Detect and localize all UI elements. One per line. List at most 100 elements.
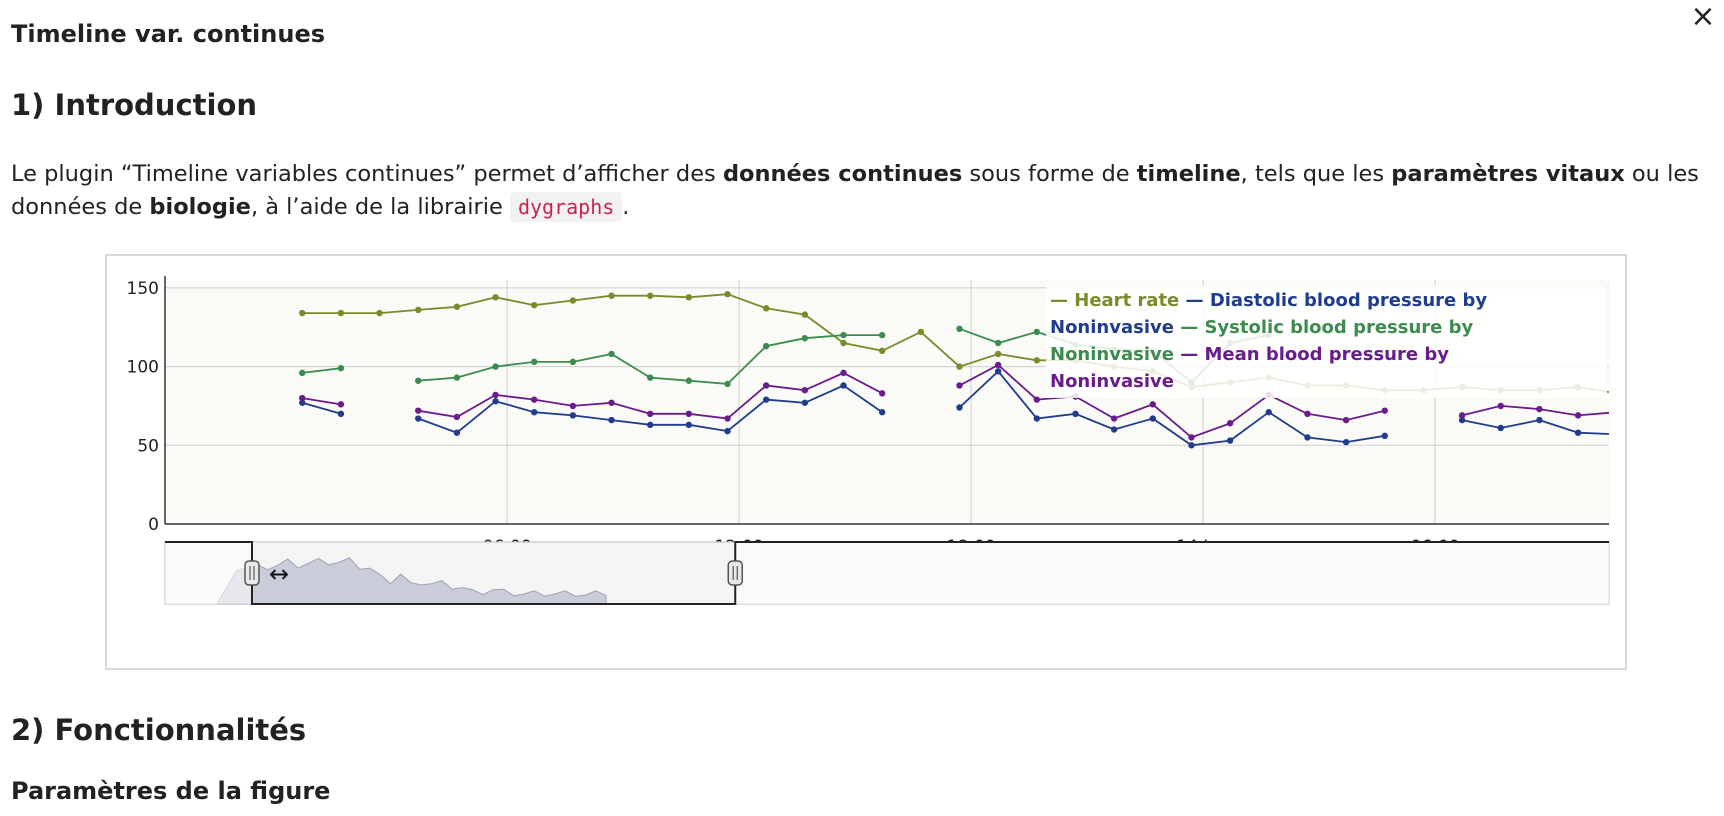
data-point	[415, 415, 422, 422]
range-selector-window	[165, 541, 1609, 605]
data-point	[1110, 426, 1118, 433]
data-point	[801, 386, 809, 394]
range-handle-right[interactable]	[727, 560, 744, 586]
y-tick-label: 50	[137, 436, 159, 456]
data-point	[299, 309, 306, 317]
data-point	[878, 347, 886, 355]
data-point	[453, 413, 461, 421]
data-point	[453, 429, 461, 436]
range-handle-body[interactable]	[244, 560, 260, 586]
data-point	[376, 309, 383, 317]
y-tick-label: 150	[127, 279, 159, 299]
range-handle-left[interactable]	[244, 560, 260, 586]
legend-entry: Noninvasive	[1050, 371, 1174, 392]
data-point	[608, 350, 615, 358]
intro-bold-1: données continues	[722, 161, 963, 187]
data-point	[492, 398, 499, 405]
legend-background	[1046, 286, 1607, 398]
data-point	[569, 412, 577, 419]
range-selector[interactable]: ↔	[164, 541, 1610, 605]
data-point	[956, 363, 963, 370]
data-point	[1188, 434, 1195, 441]
data-point	[1381, 407, 1388, 414]
data-point	[299, 394, 306, 402]
data-point	[646, 410, 654, 418]
legend-text: Noninvasive	[1050, 317, 1180, 338]
data-point	[1342, 438, 1350, 446]
data-point	[956, 325, 963, 332]
range-selector-shade-left	[165, 542, 252, 604]
data-point	[994, 361, 1002, 369]
data-point	[956, 404, 963, 411]
data-point	[1149, 401, 1156, 408]
data-point	[337, 410, 345, 418]
data-point	[646, 374, 654, 381]
data-point	[1072, 410, 1079, 418]
data-point	[1381, 432, 1388, 440]
data-point	[724, 290, 731, 298]
data-point	[1110, 415, 1118, 422]
data-point	[956, 382, 963, 389]
intro-paragraph: Le plugin “Timeline variables continues”…	[11, 158, 1711, 224]
data-point	[646, 292, 654, 299]
data-point	[1033, 415, 1041, 422]
intro-bold-2: timeline	[1136, 161, 1241, 187]
data-point	[724, 427, 731, 435]
data-point	[492, 294, 499, 301]
data-point	[1033, 328, 1041, 336]
data-point	[840, 339, 847, 347]
data-point	[646, 421, 654, 429]
range-selector-shade-right	[735, 542, 1609, 604]
legend-text: — Mean blood pressure by	[1180, 344, 1449, 365]
data-point	[415, 407, 422, 414]
data-point	[531, 358, 538, 366]
data-point	[1033, 357, 1041, 364]
data-point	[492, 363, 499, 370]
data-point	[1304, 410, 1311, 418]
data-point	[492, 391, 499, 399]
page-title: Timeline var. continues	[11, 20, 326, 48]
data-point	[337, 401, 345, 408]
data-point	[762, 382, 770, 389]
legend-entry: Noninvasive — Mean blood pressure by	[1050, 344, 1449, 365]
features-heading: 2) Fonctionnalités	[11, 713, 307, 747]
intro-text-1: Le plugin “Timeline variables continues”…	[11, 161, 723, 187]
data-point	[608, 416, 615, 424]
chart-root: 05010015006:0012:0018:0014 Jun06:00— Hea…	[127, 276, 1610, 605]
intro-bold-4: biologie	[149, 194, 251, 220]
data-point	[337, 364, 345, 372]
y-tick-label: 0	[148, 515, 159, 535]
data-point	[1265, 409, 1272, 416]
data-point	[453, 303, 461, 310]
intro-text-2: sous forme de	[962, 161, 1137, 187]
legend-entry: — Heart rate — Diastolic blood pressure …	[1050, 290, 1487, 311]
data-point	[337, 309, 345, 317]
range-selector-overview	[216, 557, 607, 605]
legend-entry: Noninvasive — Systolic blood pressure by	[1050, 317, 1474, 338]
figure-params-heading: Paramètres de la figure	[11, 777, 331, 805]
code-dygraphs: dygraphs	[509, 192, 623, 222]
legend-text: Noninvasive	[1050, 344, 1180, 365]
data-point	[453, 374, 461, 381]
data-point	[1226, 437, 1234, 444]
data-point	[840, 382, 847, 389]
data-point	[1188, 442, 1195, 449]
data-point	[878, 331, 886, 339]
data-point	[415, 306, 422, 314]
range-handle-body[interactable]	[727, 560, 744, 586]
data-point	[801, 399, 809, 406]
data-point	[1342, 416, 1350, 424]
move-cursor-icon: ↔	[269, 560, 289, 588]
data-point	[878, 390, 886, 397]
data-point	[878, 409, 886, 416]
data-point	[685, 294, 693, 301]
data-point	[531, 396, 538, 403]
data-point	[1458, 416, 1466, 424]
data-point	[994, 368, 1002, 375]
timeline-chart[interactable]: 05010015006:0012:0018:0014 Jun06:00— Hea…	[107, 256, 1625, 668]
data-point	[1497, 402, 1504, 410]
intro-text-3: , tels que les	[1240, 161, 1392, 187]
data-point	[1536, 416, 1543, 424]
data-point	[994, 350, 1002, 358]
close-icon[interactable]: ×	[1690, 0, 1716, 34]
